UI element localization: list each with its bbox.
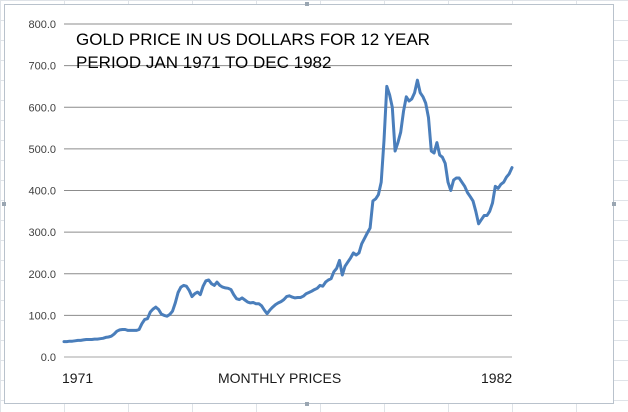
gold-price-series-line [62, 78, 514, 344]
resize-handle-left[interactable] [2, 202, 6, 206]
y-axis-ticks: 0.0 100.0 200.0 300.0 400.0 500.0 600.0 700.0 80… [28, 19, 56, 364]
y-tick-label: 400.0 [28, 186, 56, 198]
series-lines [62, 78, 514, 344]
x-end-label: 1982 [481, 370, 512, 386]
y-tick-label: 800.0 [28, 19, 56, 31]
y-tick-label: 600.0 [28, 102, 56, 114]
y-tick-label: 0.0 [41, 352, 56, 364]
chart-title-line-1: GOLD PRICE IN US DOLLARS FOR 12 YEAR [76, 30, 430, 49]
y-tick-label: 500.0 [28, 144, 56, 156]
y-tick-label: 300.0 [28, 227, 56, 239]
resize-handle-top[interactable] [305, 2, 309, 6]
y-tick-label: 700.0 [28, 61, 56, 73]
y-tick-label: 100.0 [28, 310, 56, 322]
x-start-label: 1971 [62, 370, 93, 386]
chart-title-line-2: PERIOD JAN 1971 TO DEC 1982 [76, 53, 331, 72]
resize-handle-right[interactable] [612, 202, 616, 206]
y-tick-label: 200.0 [28, 269, 56, 281]
resize-handle-bottom[interactable] [305, 402, 309, 406]
x-axis-title: MONTHLY PRICES [218, 370, 341, 386]
